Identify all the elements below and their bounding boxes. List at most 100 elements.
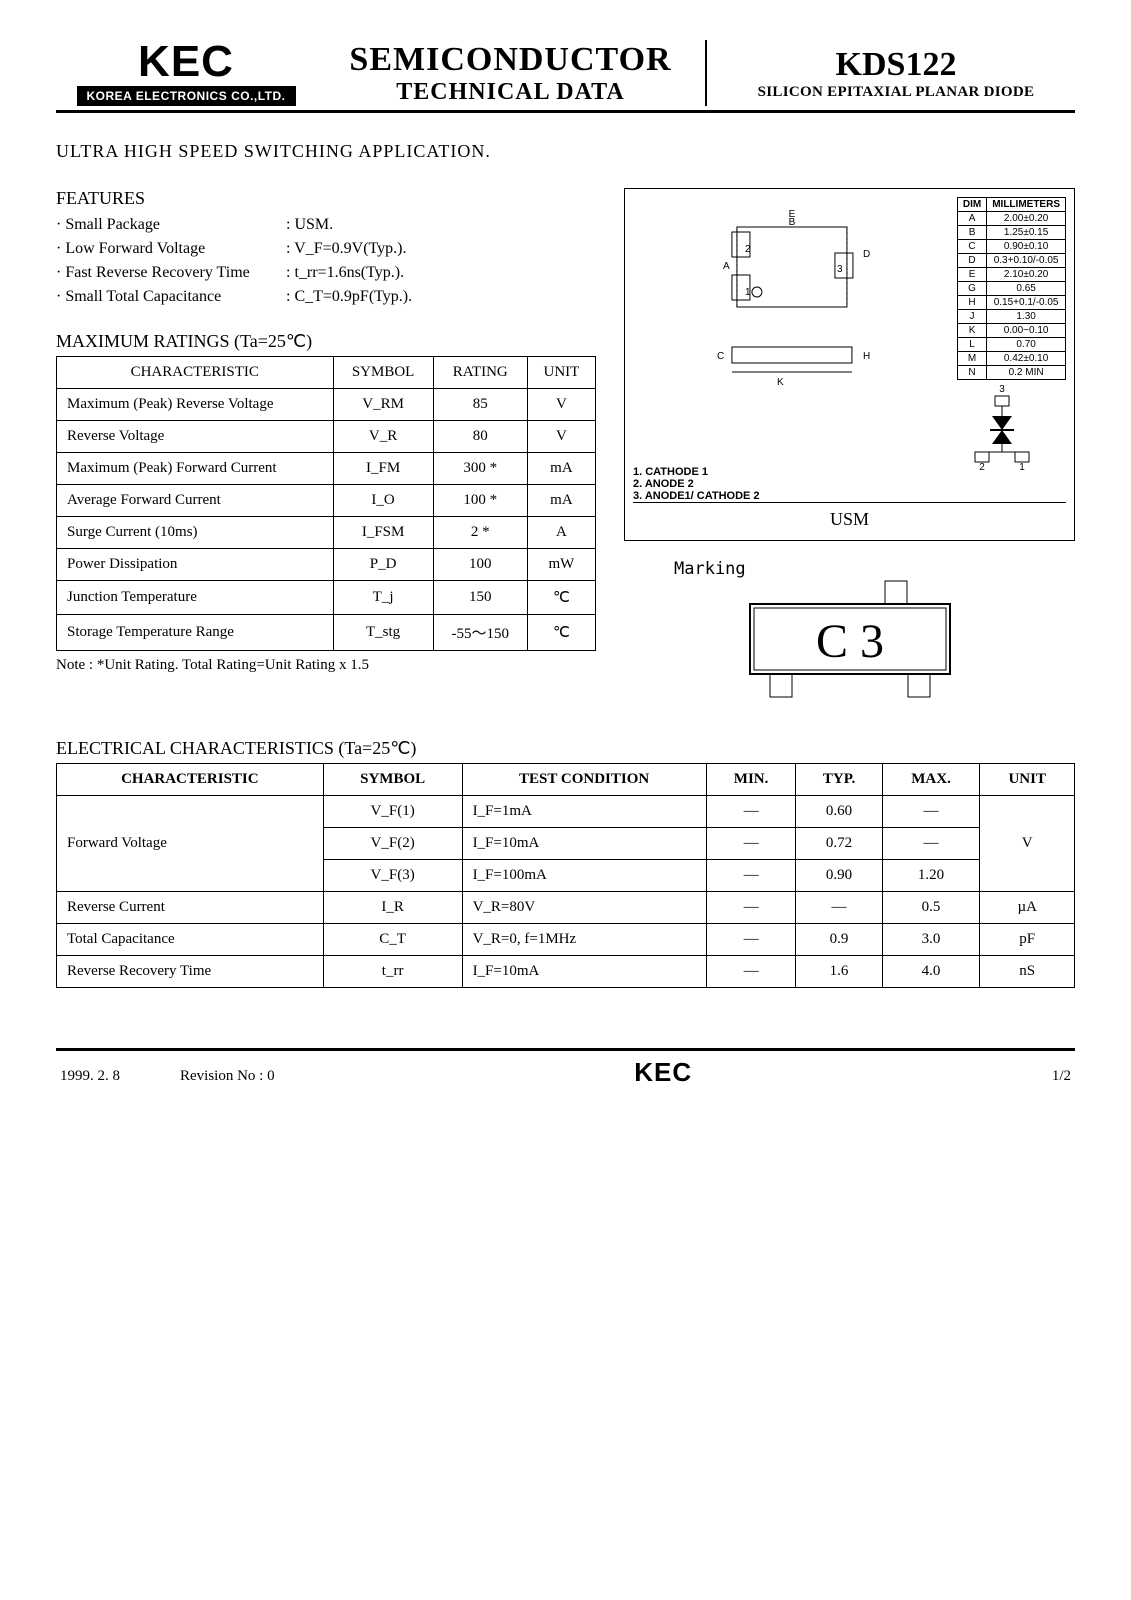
col-rating: RATING xyxy=(433,357,527,389)
table-row: E2.10±0.20 xyxy=(957,268,1065,282)
package-drawing: E B A D 2 1 3 C H K xyxy=(633,197,951,502)
upper-two-col: FEATURES · Small Package : USM. · Low Fo… xyxy=(56,188,1075,704)
table-row: D0.3+0.10/-0.05 xyxy=(957,254,1065,268)
svg-text:1: 1 xyxy=(745,287,751,298)
electrical-table: CHARACTERISTIC SYMBOL TEST CONDITION MIN… xyxy=(56,763,1075,988)
page-header: KEC KOREA ELECTRONICS CO.,LTD. SEMICONDU… xyxy=(56,40,1075,113)
svg-text:B: B xyxy=(789,217,796,228)
svg-text:1: 1 xyxy=(1019,462,1025,470)
table-row: Junction TemperatureT_j150℃ xyxy=(57,581,596,615)
svg-text:2: 2 xyxy=(979,462,985,470)
table-row: Maximum (Peak) Reverse VoltageV_RM85V xyxy=(57,389,596,421)
table-row: Reverse VoltageV_R80V xyxy=(57,421,596,453)
dimension-table-wrap: DIM MILLIMETERS A2.00±0.20 B1.25±0.15 C0… xyxy=(957,197,1066,502)
package-inner: E B A D 2 1 3 C H K xyxy=(633,197,1066,502)
table-header-row: CHARACTERISTIC SYMBOL TEST CONDITION MIN… xyxy=(57,764,1075,796)
table-row: Reverse Recovery Time t_rr I_F=10mA — 1.… xyxy=(57,956,1075,988)
marking-box: Marking C 3 xyxy=(624,559,1075,704)
col-characteristic: CHARACTERISTIC xyxy=(57,764,324,796)
feature-value: : t_rr=1.6ns(Typ.). xyxy=(286,261,404,285)
table-row: J1.30 xyxy=(957,310,1065,324)
table-row: Reverse Current I_R V_R=80V — — 0.5 µA xyxy=(57,892,1075,924)
pin-item: 2. ANODE 2 xyxy=(633,478,951,490)
table-header-row: DIM MILLIMETERS xyxy=(957,198,1065,212)
footer-date: 1999. 2. 8 xyxy=(60,1068,120,1085)
col-unit: UNIT xyxy=(980,764,1075,796)
page-footer: 1999. 2. 8 Revision No : 0 KEC 1/2 xyxy=(56,1048,1075,1092)
header-right: KDS122 SILICON EPITAXIAL PLANAR DIODE xyxy=(705,40,1075,106)
pin-item: 3. ANODE1/ CATHODE 2 xyxy=(633,490,951,502)
part-subtitle: SILICON EPITAXIAL PLANAR DIODE xyxy=(717,84,1075,101)
col-characteristic: CHARACTERISTIC xyxy=(57,357,334,389)
table-row: C0.90±0.10 xyxy=(957,240,1065,254)
part-number: KDS122 xyxy=(717,46,1075,84)
dimension-table: DIM MILLIMETERS A2.00±0.20 B1.25±0.15 C0… xyxy=(957,197,1066,380)
marking-code: C 3 xyxy=(815,615,883,668)
col-symbol: SYMBOL xyxy=(333,357,433,389)
table-row: L0.70 xyxy=(957,338,1065,352)
max-ratings-heading: MAXIMUM RATINGS (Ta=25℃) xyxy=(56,331,596,352)
col-unit: UNIT xyxy=(527,357,595,389)
feature-value: : USM. xyxy=(286,213,333,237)
table-row: Surge Current (10ms)I_FSM2 *A xyxy=(57,517,596,549)
left-column: FEATURES · Small Package : USM. · Low Fo… xyxy=(56,188,596,674)
feature-value: : C_T=0.9pF(Typ.). xyxy=(286,285,412,309)
svg-text:C: C xyxy=(717,351,724,362)
feature-item: · Fast Reverse Recovery Time : t_rr=1.6n… xyxy=(56,261,596,285)
feature-item: · Small Total Capacitance : C_T=0.9pF(Ty… xyxy=(56,285,596,309)
table-row: Forward Voltage V_F(1) I_F=1mA — 0.60 — … xyxy=(57,796,1075,828)
table-row: G0.65 xyxy=(957,282,1065,296)
header-title-1: SEMICONDUCTOR xyxy=(316,41,705,79)
col-min: MIN. xyxy=(706,764,796,796)
feature-item: · Low Forward Voltage : V_F=0.9V(Typ.). xyxy=(56,237,596,261)
pin-list: 1. CATHODE 1 2. ANODE 2 3. ANODE1/ CATHO… xyxy=(633,466,951,502)
feature-item: · Small Package : USM. xyxy=(56,213,596,237)
table-header-row: CHARACTERISTIC SYMBOL RATING UNIT xyxy=(57,357,596,389)
package-outline-box: E B A D 2 1 3 C H K xyxy=(624,188,1075,541)
table-row: B1.25±0.15 xyxy=(957,226,1065,240)
feature-label: · Small Total Capacitance xyxy=(56,285,286,309)
package-name: USM xyxy=(633,502,1066,532)
table-row: H0.15+0.1/-0.05 xyxy=(957,296,1065,310)
table-row: N0.2 MIN xyxy=(957,366,1065,380)
electrical-heading: ELECTRICAL CHARACTERISTICS (Ta=25℃) xyxy=(56,738,1075,759)
max-ratings-table: CHARACTERISTIC SYMBOL RATING UNIT Maximu… xyxy=(56,356,596,651)
svg-text:H: H xyxy=(863,351,870,362)
brand-block: KEC KOREA ELECTRONICS CO.,LTD. xyxy=(56,40,316,106)
table-row: Storage Temperature RangeT_stg-55～150℃ xyxy=(57,615,596,651)
cell-characteristic: Forward Voltage xyxy=(57,796,324,892)
max-ratings-note: Note : *Unit Rating. Total Rating=Unit R… xyxy=(56,657,596,674)
svg-text:2: 2 xyxy=(745,244,751,255)
feature-label: · Small Package xyxy=(56,213,286,237)
dim-col: DIM xyxy=(957,198,986,212)
header-mid: SEMICONDUCTOR TECHNICAL DATA xyxy=(316,40,705,106)
features-list: · Small Package : USM. · Low Forward Vol… xyxy=(56,213,596,309)
package-svg: E B A D 2 1 3 C H K xyxy=(633,197,951,457)
table-row: Total Capacitance C_T V_R=0, f=1MHz — 0.… xyxy=(57,924,1075,956)
col-symbol: SYMBOL xyxy=(323,764,462,796)
marking-label: Marking xyxy=(624,559,1075,579)
header-title-2: TECHNICAL DATA xyxy=(316,79,705,106)
kec-logo: KEC xyxy=(138,40,234,84)
table-row: Power DissipationP_D100mW xyxy=(57,549,596,581)
kec-subtext: KOREA ELECTRONICS CO.,LTD. xyxy=(77,86,296,106)
feature-value: : V_F=0.9V(Typ.). xyxy=(286,237,407,261)
internal-circuit-icon: 3 2 1 xyxy=(957,380,1047,470)
marking-diagram: C 3 xyxy=(720,579,980,699)
features-heading: FEATURES xyxy=(56,188,596,209)
svg-text:K: K xyxy=(777,377,784,388)
table-row: A2.00±0.20 xyxy=(957,212,1065,226)
table-row: Average Forward CurrentI_O100 *mA xyxy=(57,485,596,517)
svg-text:3: 3 xyxy=(999,384,1005,395)
col-typ: TYP. xyxy=(796,764,882,796)
right-column: E B A D 2 1 3 C H K xyxy=(624,188,1075,704)
footer-revision: Revision No : 0 xyxy=(180,1068,275,1085)
table-row: K0.00~0.10 xyxy=(957,324,1065,338)
col-condition: TEST CONDITION xyxy=(462,764,706,796)
col-max: MAX. xyxy=(882,764,980,796)
feature-label: · Low Forward Voltage xyxy=(56,237,286,261)
footer-page: 1/2 xyxy=(1052,1068,1071,1085)
pin-item: 1. CATHODE 1 xyxy=(633,466,951,478)
application-title: ULTRA HIGH SPEED SWITCHING APPLICATION. xyxy=(56,141,1075,162)
table-row: M0.42±0.10 xyxy=(957,352,1065,366)
